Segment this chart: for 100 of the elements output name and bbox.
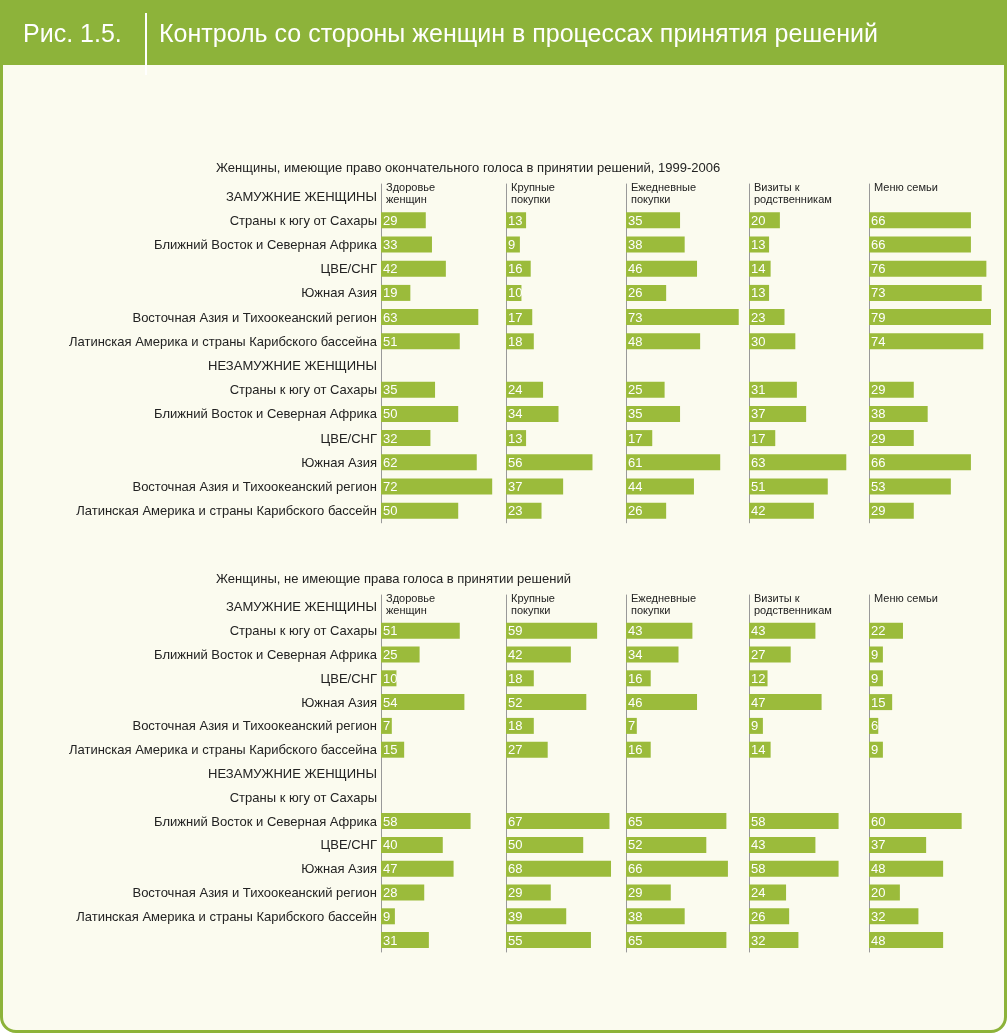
data-label: 25 [628,382,643,398]
data-label: 20 [871,885,886,900]
y-tick-label: ЦВЕ/СНГ [320,837,377,853]
bar [626,908,685,925]
data-label: 13 [751,285,766,301]
data-label: 34 [508,406,523,422]
data-label: 66 [628,861,643,877]
bar [381,454,477,471]
data-label: 9 [871,670,879,686]
bar [381,860,454,877]
data-label: 66 [871,237,886,252]
data-label: 44 [628,479,643,494]
data-label: 51 [383,333,398,349]
data-label: 18 [508,670,523,686]
y-tick-label: Латинская Америка и страны Карибского бассейна [68,742,378,758]
data-label: 26 [628,503,643,519]
data-label: 50 [383,406,398,422]
chart-title: Здоровье женщин [386,592,439,616]
data-label: 51 [751,479,766,494]
bar [869,284,982,301]
data-label: 51 [383,623,398,639]
y-tick-label: Ближний Восток и Северная Африка [154,406,378,422]
data-label: 59 [508,623,523,639]
bar [869,405,928,422]
data-label: 18 [508,718,523,734]
bar [381,813,471,830]
data-label: 32 [751,932,766,948]
bar [381,333,460,350]
data-label: 35 [628,212,643,228]
data-label: 17 [628,430,643,446]
data-label: 29 [628,885,643,900]
data-label: 58 [751,861,766,877]
bar [626,212,681,229]
data-label: 38 [871,406,886,422]
bar [506,741,548,758]
bar [506,860,612,877]
data-label: 43 [751,837,766,853]
chart-title: Крупные покупки [511,592,559,616]
data-label: 14 [751,742,766,758]
data-label: 29 [508,885,523,900]
data-label: 26 [751,908,766,924]
bar [749,478,828,495]
bar [506,478,564,495]
data-label: 52 [508,694,523,710]
bar [626,836,707,853]
chart-title: Визиты к родственникам [754,592,832,616]
bar [626,405,681,422]
data-label: 65 [628,813,643,829]
data-label: 66 [871,454,886,470]
y-tick-label: Страны к югу от Сахары [229,212,377,228]
data-label: 25 [383,647,398,662]
data-label: 16 [628,670,643,686]
y-tick-label: ЗАМУЖНИЕ ЖЕНЩИНЫ [225,188,377,204]
bar [869,932,944,949]
data-label: 14 [751,261,766,277]
data-label: 26 [628,285,643,301]
bar [869,860,944,877]
data-label: 63 [751,454,766,470]
data-label: 9 [383,908,391,924]
y-tick-label: Страны к югу от Сахары [229,382,377,398]
bar [869,454,971,471]
data-label: 16 [628,742,643,758]
data-label: 46 [628,694,643,710]
bar [381,405,459,422]
bar [381,478,493,495]
bar [626,333,701,350]
bar [506,454,593,471]
y-tick-label: ЦВЕ/СНГ [320,261,377,277]
chart-title: Ежедневные покупки [631,592,700,616]
data-label: 24 [751,885,766,900]
y-tick-label: Латинская Америка и страны Карибского бассейн [76,908,377,924]
data-label: 10 [383,670,398,686]
bar [381,309,479,326]
bar [749,813,839,830]
data-label: 55 [508,932,523,948]
y-tick-label: Восточная Азия и Тихоокеанский регион [132,718,377,734]
data-label: 48 [871,861,886,877]
bar [869,478,951,495]
data-label: 58 [751,813,766,829]
text: Контроль со стороны женщин в процессах принятия решений [159,19,879,48]
chart-subtitle: Женщины, имеющие право окончательного голоса в принятии решений, 1999-2006 [216,160,721,175]
data-label: 30 [751,333,766,349]
data-label: 13 [751,237,766,252]
bar [381,694,465,711]
data-label: 22 [871,623,886,639]
data-label: 76 [871,261,886,277]
data-label: 38 [628,908,643,924]
bar [381,836,443,853]
data-label: 73 [628,309,643,325]
bar [626,813,727,830]
text: Рис. 1.5. [23,19,122,48]
data-label: 37 [871,837,886,853]
data-label: 32 [383,430,398,446]
bar [626,309,739,326]
bar [869,813,962,830]
y-tick-label: Ближний Восток и Северная Африка [154,647,378,662]
y-tick-label: Южная Азия [301,861,377,877]
data-label: 56 [508,454,523,470]
y-tick-label: Восточная Азия и Тихоокеанский регион [132,885,377,900]
bar [381,260,446,277]
